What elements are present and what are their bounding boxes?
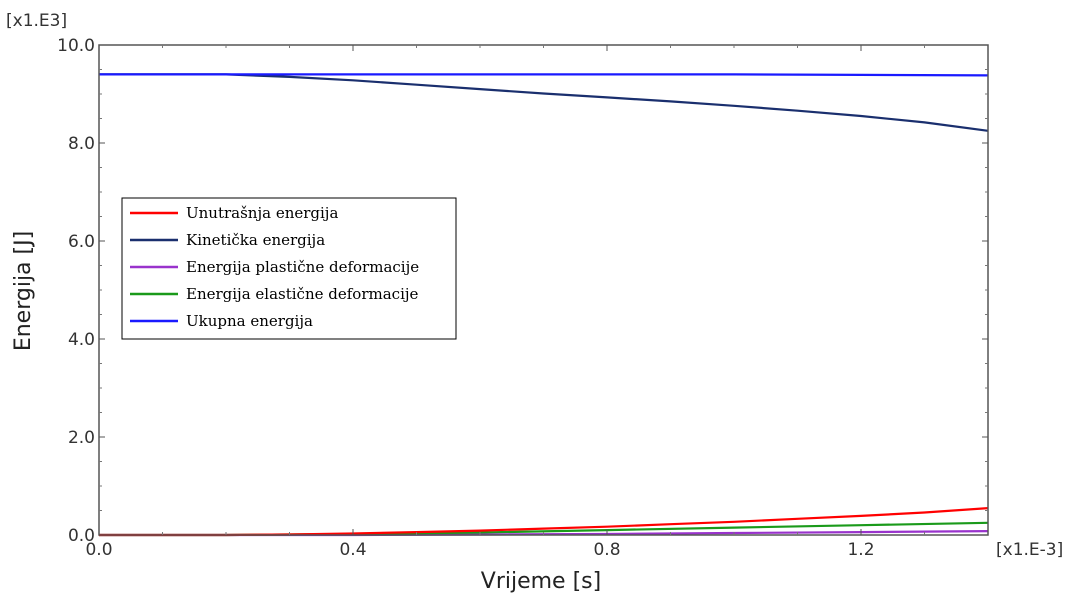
y-tick-label: 8.0 (68, 134, 95, 154)
y-tick-label: 2.0 (68, 428, 95, 448)
series-line-1 (99, 73, 989, 132)
legend-label: Energija elastične deformacije (186, 285, 419, 303)
x-axis-title: Vrijeme [s] (481, 569, 601, 594)
x-tick-label: 0.4 (339, 540, 366, 560)
legend-label: Ukupna energija (186, 312, 313, 330)
x-scale-label: [x1.E-3] (996, 540, 1063, 560)
x-tick-label: 0.8 (593, 540, 620, 560)
legend-label: Kinetička energija (186, 231, 325, 249)
ticks-layer: 0.0 0.4 0.8 1.2 0.0 2.0 4.0 6.0 8.0 10.0 (57, 36, 988, 560)
legend-label: Unutrašnja energija (186, 204, 338, 222)
y-tick-label: 4.0 (68, 330, 95, 350)
series-line-4 (99, 73, 989, 77)
legend-label: Energija plastične deformacije (186, 258, 419, 276)
y-scale-label: [x1.E3] (6, 11, 67, 31)
x-tick-label: 0.0 (85, 540, 112, 560)
legend-box (121, 197, 457, 340)
x-tick-label: 1.2 (847, 540, 874, 560)
y-tick-label: 6.0 (68, 232, 95, 252)
legend: Unutrašnja energija Kinetička energija Ene… (121, 197, 457, 340)
y-tick-label: 10.0 (57, 36, 95, 56)
y-axis-title: Energija [J] (11, 231, 36, 351)
y-tick-label: 0.0 (68, 526, 95, 546)
